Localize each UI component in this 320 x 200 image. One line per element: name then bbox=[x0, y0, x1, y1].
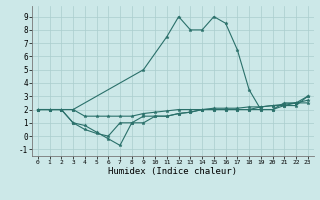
X-axis label: Humidex (Indice chaleur): Humidex (Indice chaleur) bbox=[108, 167, 237, 176]
